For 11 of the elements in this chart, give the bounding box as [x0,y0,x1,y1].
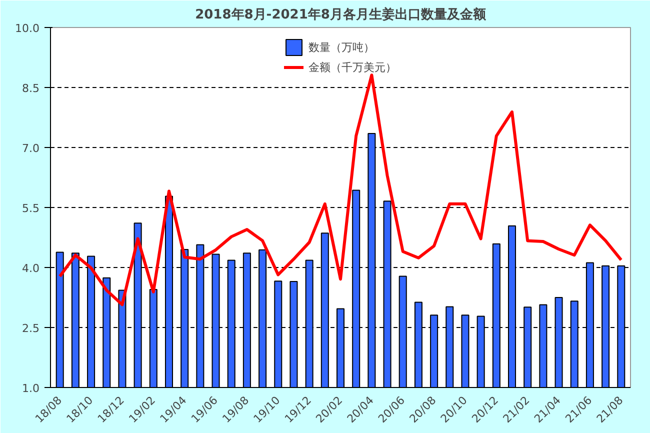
y-tick-label: 1.0 [22,382,40,395]
legend-label: 数量（万吨） [308,40,374,54]
y-tick-label: 8.5 [22,82,40,95]
chart-title: 2018年8月-2021年8月各月生姜出口数量及金额 [195,6,487,22]
y-tick-label: 7.0 [22,142,40,155]
legend-label: 金额（千万美元） [308,60,396,74]
line-series [58,74,623,306]
y-tick-label: 10.0 [15,22,40,35]
y-tick-label: 4.0 [22,262,40,275]
y-tick-label: 5.5 [22,202,40,215]
y-tick-label: 2.5 [22,322,40,335]
